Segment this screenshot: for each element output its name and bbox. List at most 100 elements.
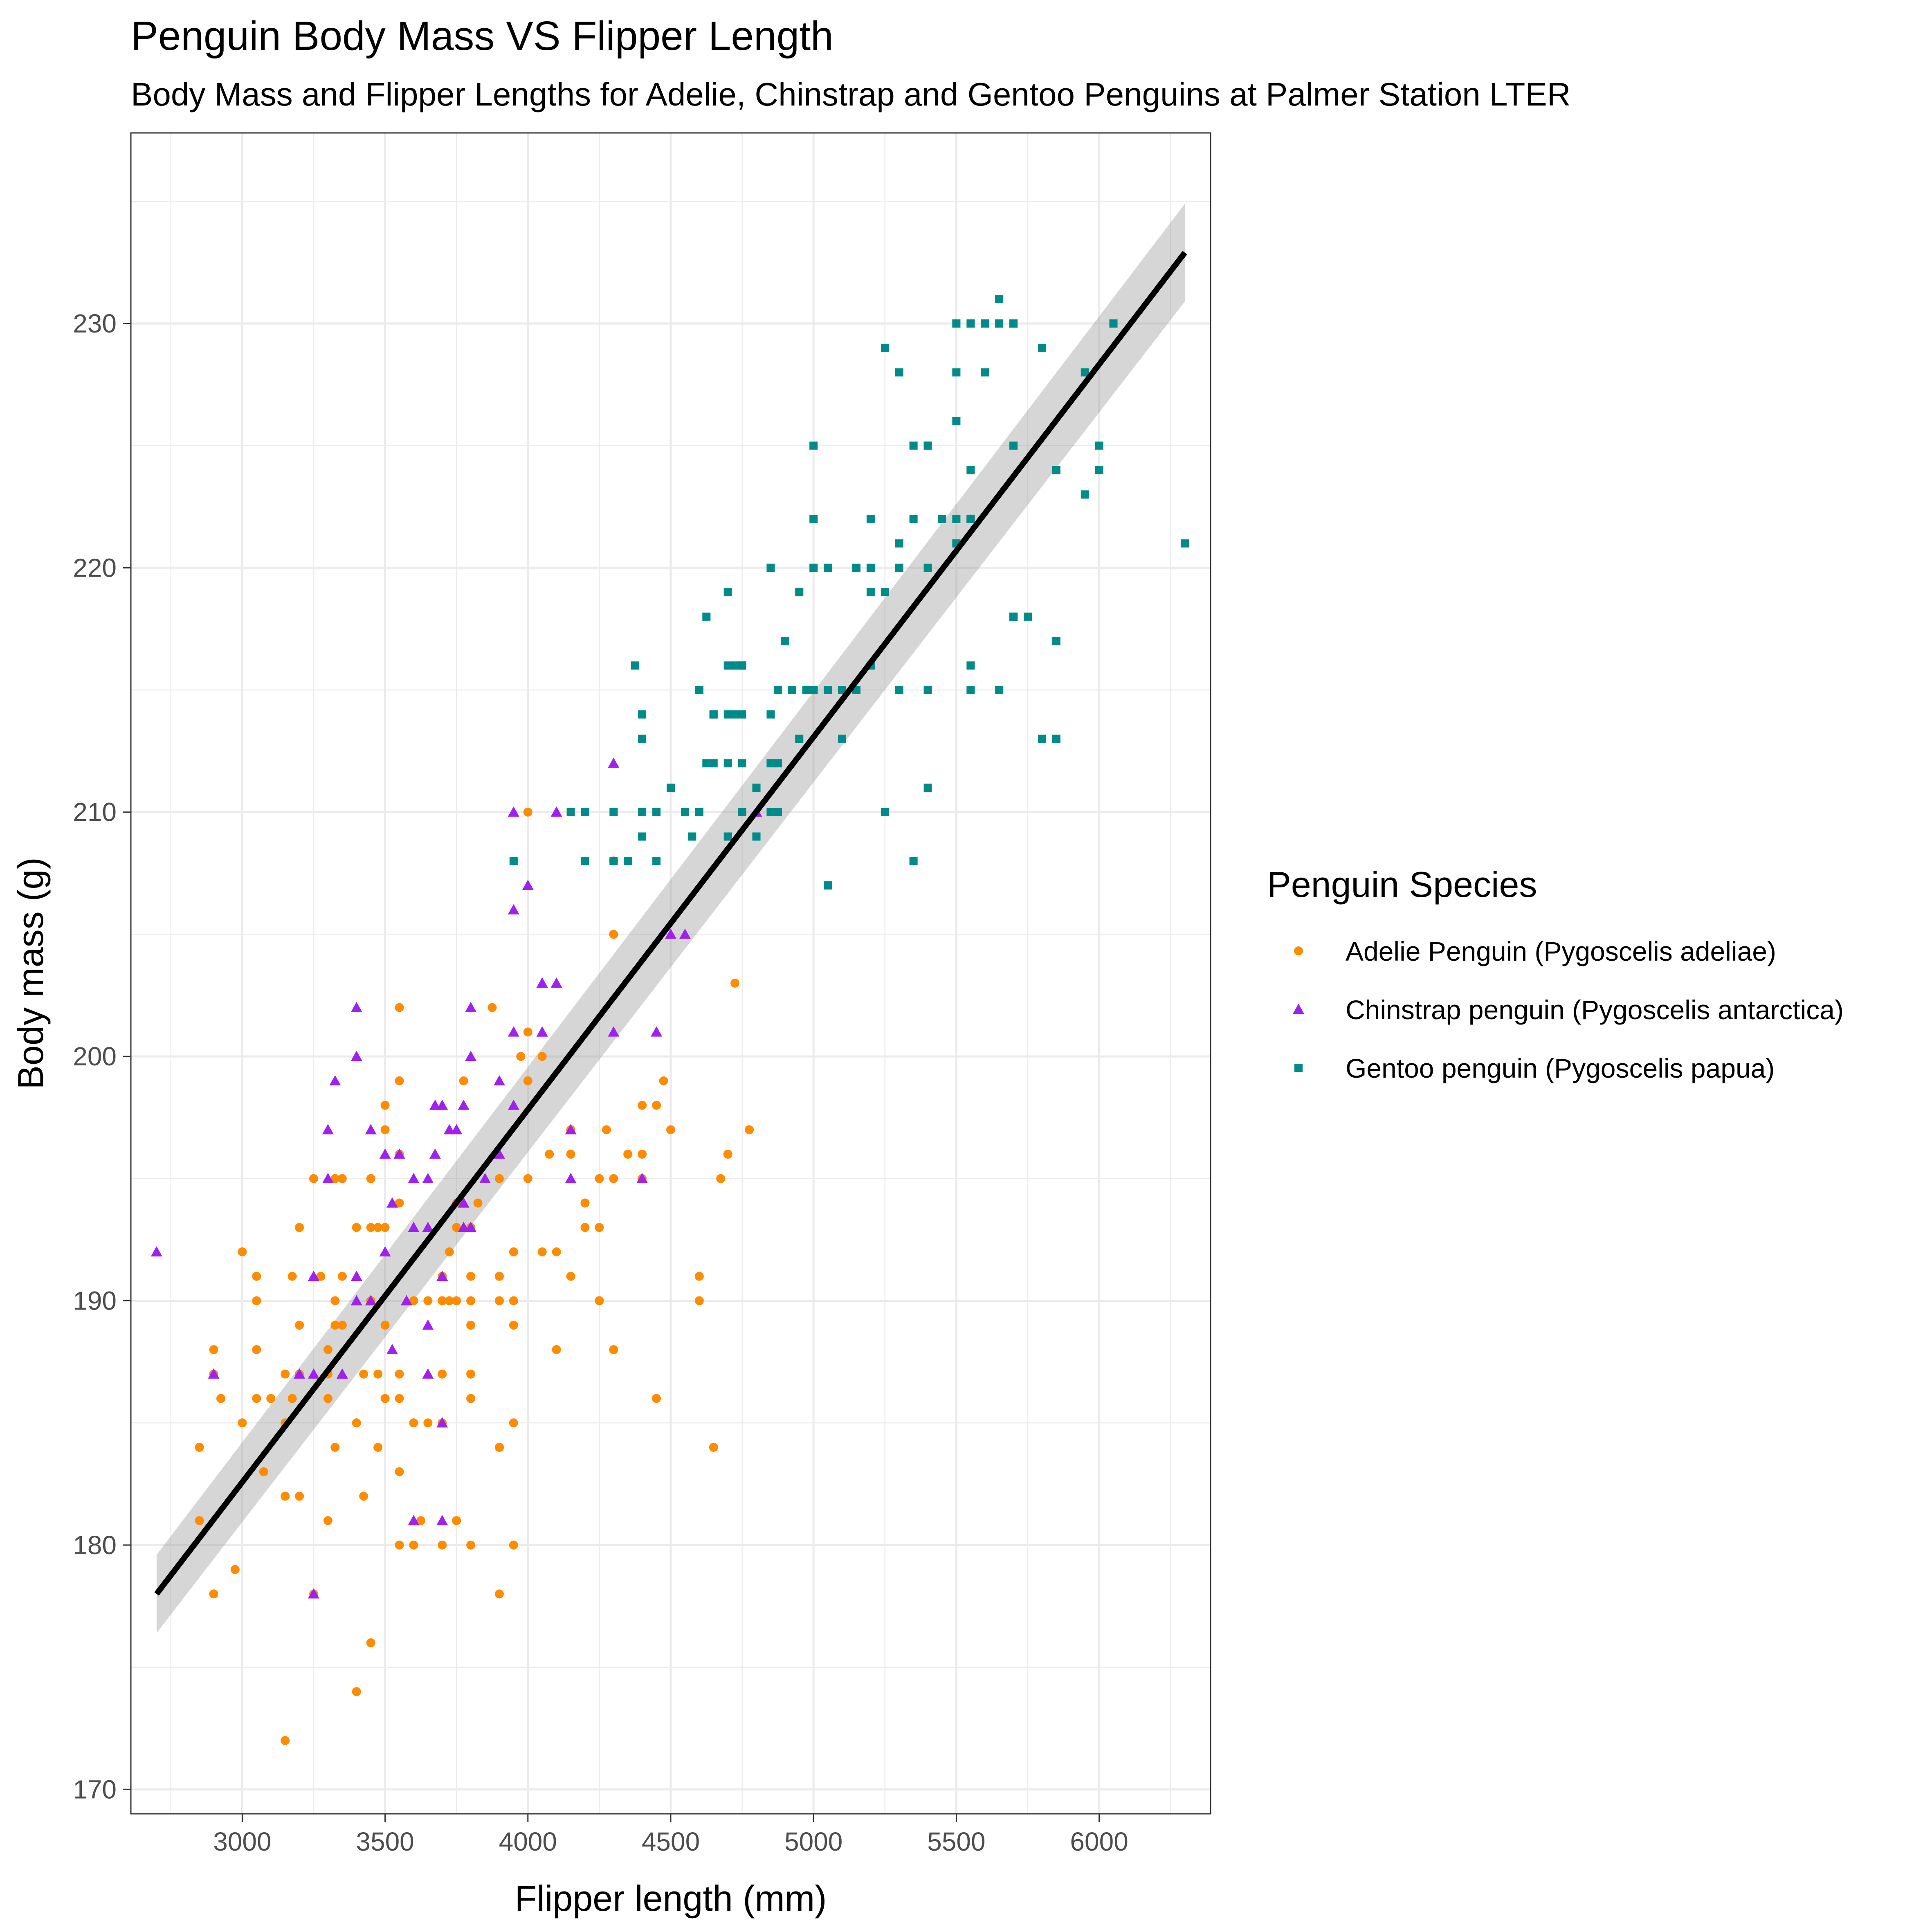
adelie-point [694, 1296, 704, 1305]
chinstrap-point [465, 1051, 477, 1061]
gentoo-point [738, 661, 746, 670]
adelie-point [537, 1052, 547, 1061]
gentoo-point [981, 319, 989, 328]
adelie-point [259, 1467, 268, 1476]
adelie-point [195, 1516, 204, 1525]
gentoo-point [795, 588, 804, 597]
adelie-point [288, 1272, 297, 1281]
gentoo-point [766, 759, 775, 768]
adelie-point [395, 1394, 404, 1403]
gentoo-point [909, 857, 918, 865]
gentoo-point [702, 759, 711, 768]
adelie-point [395, 1540, 404, 1550]
adelie-point [452, 1223, 461, 1232]
gentoo-point [923, 564, 932, 572]
chinstrap-point [422, 1368, 434, 1379]
adelie-point [323, 1394, 332, 1403]
adelie-point [309, 1174, 318, 1183]
legend-label: Gentoo penguin (Pygoscelis papua) [1346, 1053, 1775, 1083]
gentoo-point [895, 564, 903, 572]
chinstrap-point [422, 1222, 434, 1232]
adelie-point [537, 1247, 547, 1257]
y-tick-label: 190 [73, 1286, 117, 1315]
chinstrap-point [493, 1148, 505, 1159]
adelie-point [230, 1565, 240, 1574]
chinstrap-point [493, 1075, 505, 1086]
chinstrap-point [365, 1295, 377, 1305]
adelie-point [295, 1321, 304, 1330]
gentoo-point [952, 368, 961, 377]
confidence-band-area [156, 204, 1185, 1633]
adelie-point [509, 1540, 518, 1550]
adelie-point [366, 1638, 375, 1647]
gentoo-point [881, 588, 889, 597]
gentoo-point [681, 808, 689, 816]
adelie-point [238, 1247, 247, 1257]
chinstrap-point [350, 1051, 362, 1061]
gentoo-point [752, 832, 761, 841]
chinstrap-point [350, 1270, 362, 1281]
adelie-point [409, 1540, 418, 1550]
gentoo-point [838, 686, 847, 694]
legend-items: Adelie Penguin (Pygoscelis adeliae) Chins… [1293, 936, 1844, 1083]
gentoo-point [866, 588, 875, 597]
adelie-point [238, 1418, 247, 1428]
adelie-point [380, 1125, 390, 1134]
gentoo-point [1095, 441, 1103, 450]
gentoo-point [1052, 735, 1060, 743]
adelie-point [266, 1394, 276, 1403]
gentoo-point [638, 832, 647, 841]
adelie-point [359, 1492, 368, 1501]
gentoo-point [938, 514, 946, 523]
gentoo-point [1024, 612, 1032, 621]
adelie-point [494, 1174, 504, 1183]
gentoo-point [766, 564, 775, 572]
gentoo-point [895, 539, 903, 548]
grid-lines [131, 133, 1211, 1814]
adelie-point [666, 1125, 675, 1134]
gentoo-point [1009, 441, 1018, 450]
chinstrap-point [350, 1295, 362, 1305]
gentoo-point [609, 808, 618, 816]
adelie-point [416, 1516, 425, 1525]
adelie-point [423, 1418, 433, 1428]
adelie-point [195, 1442, 204, 1452]
adelie-point [566, 1272, 575, 1281]
adelie-point [281, 1492, 290, 1501]
gentoo-point [788, 686, 796, 694]
y-axis-title: Body mass (g) [10, 857, 51, 1089]
chart-subtitle: Body Mass and Flipper Lengths for Adelie… [131, 76, 1571, 112]
adelie-point [216, 1394, 225, 1403]
x-tick-label: 4000 [499, 1827, 557, 1856]
chinstrap-point [436, 1515, 448, 1525]
adelie-point [330, 1296, 340, 1305]
chinstrap-point [379, 1148, 391, 1159]
data-points [151, 295, 1189, 1745]
gentoo-point [824, 564, 832, 572]
adelie-point [580, 1198, 590, 1208]
y-axis-ticks: 170 180 190 200 210 220 230 [73, 309, 131, 1804]
adelie-point [373, 1369, 383, 1379]
gentoo-point [752, 783, 761, 792]
adelie-point [452, 1516, 461, 1525]
adelie-point [395, 1369, 404, 1379]
adelie-point [395, 1198, 404, 1208]
adelie-point [330, 1442, 340, 1452]
adelie-point [295, 1492, 304, 1501]
gentoo-point [966, 686, 975, 694]
adelie-point [580, 1223, 590, 1232]
chinstrap-point [522, 879, 534, 890]
gentoo-point [723, 759, 732, 768]
gentoo-point [881, 344, 889, 352]
chinstrap-point [465, 1002, 477, 1012]
adelie-point [459, 1076, 468, 1085]
chinstrap-point [308, 1588, 319, 1599]
gentoo-point [995, 295, 1004, 303]
adelie-point [452, 1296, 461, 1305]
gentoo-point [667, 783, 675, 792]
legend-title: Penguin Species [1267, 864, 1537, 905]
gentoo-point [952, 514, 961, 523]
chinstrap-point [550, 806, 562, 817]
adelie-point [438, 1296, 447, 1305]
